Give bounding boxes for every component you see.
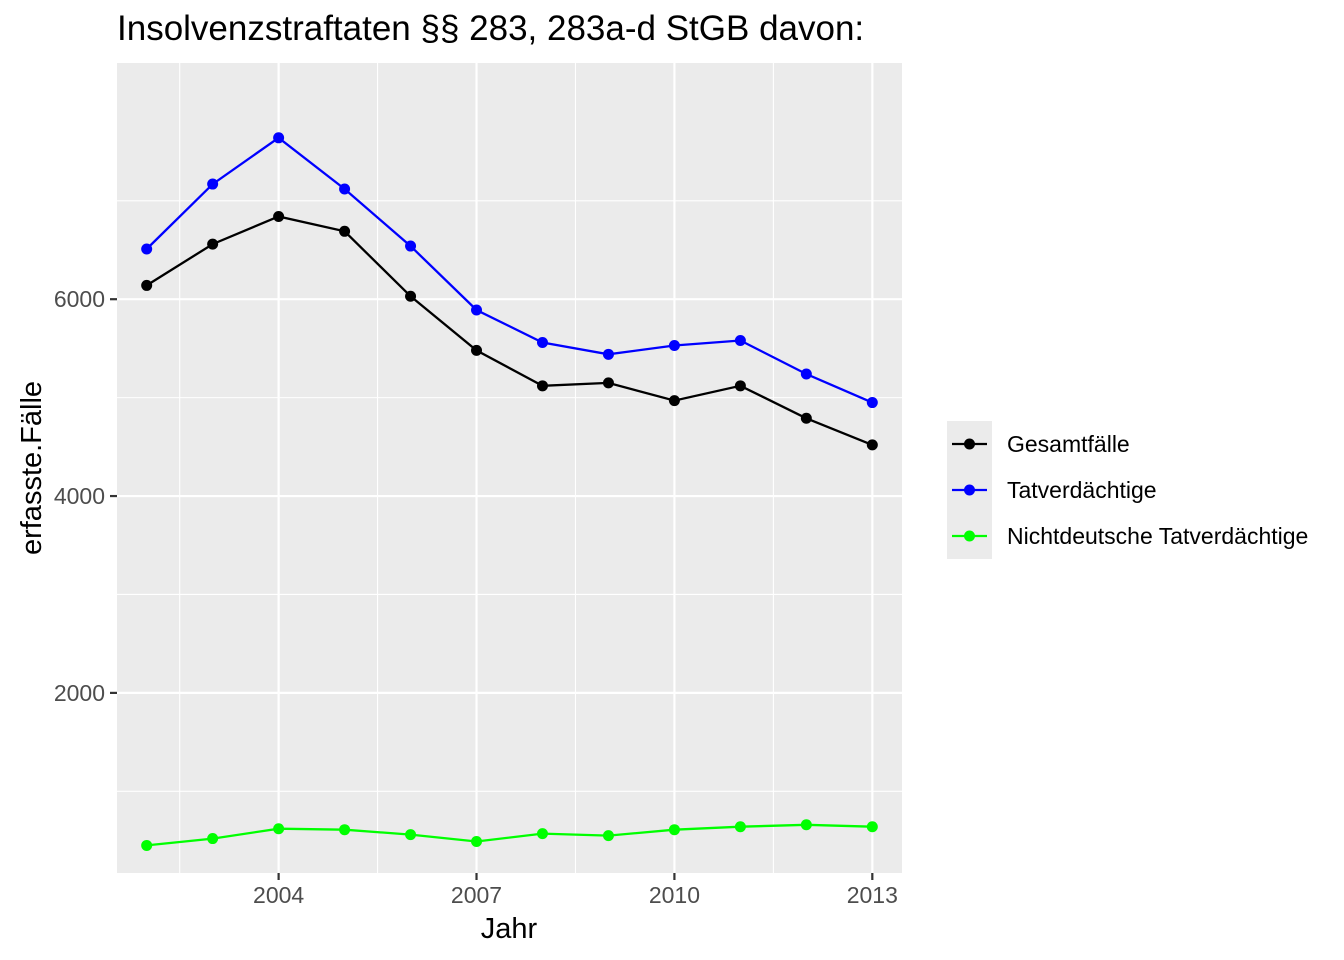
series-0-point-11	[866, 439, 878, 451]
series-1-point-4	[405, 240, 417, 252]
series-2-point-10	[800, 819, 812, 831]
series-1-point-11	[866, 397, 878, 409]
series-1-point-10	[800, 368, 812, 380]
grid-major	[117, 63, 902, 873]
series-0-point-5	[471, 344, 483, 356]
legend-label-1: Tatverdächtige	[1007, 477, 1157, 503]
x-axis: 2004 2007 2010 2013	[253, 873, 898, 908]
series-0-point-0	[141, 279, 153, 291]
series-line-2	[146, 823, 873, 847]
series-0-point-9	[734, 380, 746, 392]
series-1-point-0	[141, 243, 153, 255]
series-1-point-1	[207, 178, 219, 190]
series-2-point-6	[536, 828, 548, 840]
series-2-point-0	[141, 839, 153, 851]
series-1-point-5	[471, 304, 483, 316]
series-1-point-3	[339, 183, 351, 195]
y-tick-label-0: 2000	[54, 680, 105, 706]
series-2-point-11	[866, 821, 878, 833]
legend-key-point-2	[964, 530, 975, 542]
series-2-point-7	[602, 830, 614, 842]
series-2-point-8	[668, 824, 680, 836]
grid-minor	[117, 63, 902, 873]
series-2-point-9	[734, 821, 746, 833]
legend-key-point-1	[964, 484, 975, 496]
series-0-point-3	[339, 225, 351, 237]
series-0-point-8	[668, 395, 680, 407]
series-0-point-2	[273, 211, 285, 223]
series-1-point-7	[602, 348, 614, 360]
chart-title: Insolvenzstraftaten §§ 283, 283a-d StGB …	[117, 9, 864, 48]
series-2-point-1	[207, 833, 219, 845]
legend: Gesamtfälle Tatverdächtige Nichtdeutsche T…	[947, 421, 1308, 559]
series-0-point-6	[536, 380, 548, 392]
series-0-point-4	[405, 290, 417, 302]
plot-panel	[117, 63, 902, 873]
y-axis-title: erfasste.Fälle	[16, 381, 48, 555]
y-axis: 2000 4000 6000	[54, 286, 117, 706]
legend-label-2: Nichtdeutsche Tatverdächtige	[1007, 523, 1308, 549]
series-2-point-3	[339, 824, 351, 836]
x-tick-label-0: 2004	[253, 882, 304, 908]
series-2-point-5	[471, 836, 483, 848]
legend-label-0: Gesamtfälle	[1007, 431, 1130, 457]
series-0-point-7	[602, 377, 614, 389]
series-0-point-10	[800, 412, 812, 424]
series-1-point-2	[273, 132, 285, 144]
x-tick-label-3: 2013	[847, 882, 898, 908]
series-2-point-4	[405, 829, 417, 841]
series-1-point-9	[734, 335, 746, 347]
series-line-0	[146, 215, 873, 446]
x-tick-label-2: 2010	[649, 882, 700, 908]
y-tick-label-1: 4000	[54, 483, 105, 509]
series-1-point-8	[668, 339, 680, 351]
y-tick-label-2: 6000	[54, 286, 105, 312]
legend-key-point-0	[964, 438, 975, 450]
x-axis-title: Jahr	[481, 913, 538, 945]
x-tick-label-1: 2007	[451, 882, 502, 908]
series-layer	[141, 132, 878, 851]
series-1-point-6	[536, 337, 548, 349]
series-2-point-2	[273, 823, 285, 835]
series-0-point-1	[207, 238, 219, 250]
series-line-1	[145, 136, 873, 404]
